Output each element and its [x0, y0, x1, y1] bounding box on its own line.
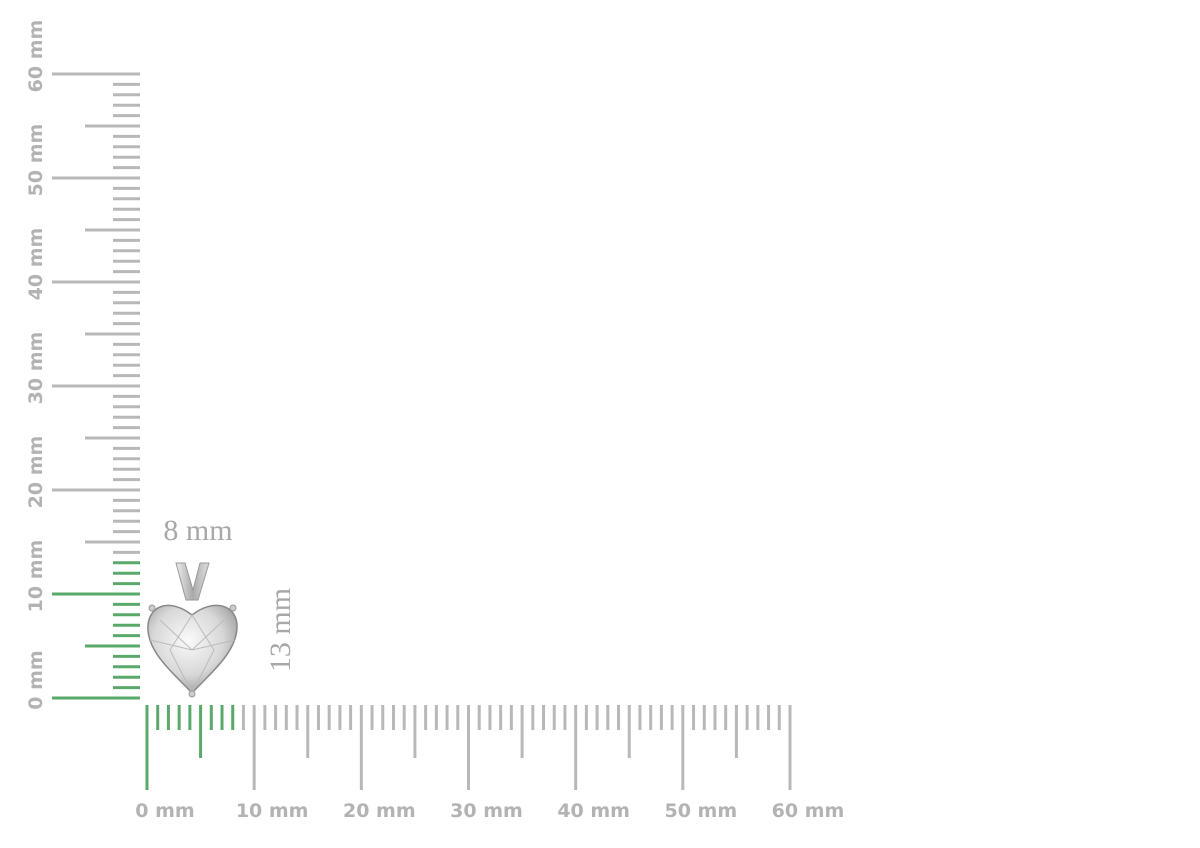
height-label: 13 mm — [264, 588, 297, 672]
ruler-label: 0 mm — [135, 800, 194, 822]
ruler-label: 30 mm — [450, 800, 523, 822]
ruler-label: 40 mm — [557, 800, 630, 822]
ruler-label: 0 mm — [25, 650, 47, 709]
ruler-label: 50 mm — [665, 800, 738, 822]
ruler-label: 20 mm — [343, 800, 416, 822]
ruler-label: 40 mm — [25, 228, 47, 301]
ruler-label: 60 mm — [772, 800, 845, 822]
ruler-label: 10 mm — [236, 800, 309, 822]
ruler-label: 20 mm — [25, 436, 47, 509]
ruler-label: 30 mm — [25, 332, 47, 405]
ruler-label: 60 mm — [25, 20, 47, 93]
width-label: 8 mm — [163, 514, 232, 547]
pendant — [147, 562, 238, 698]
ruler-label: 50 mm — [25, 124, 47, 197]
ruler-label: 10 mm — [25, 540, 47, 613]
